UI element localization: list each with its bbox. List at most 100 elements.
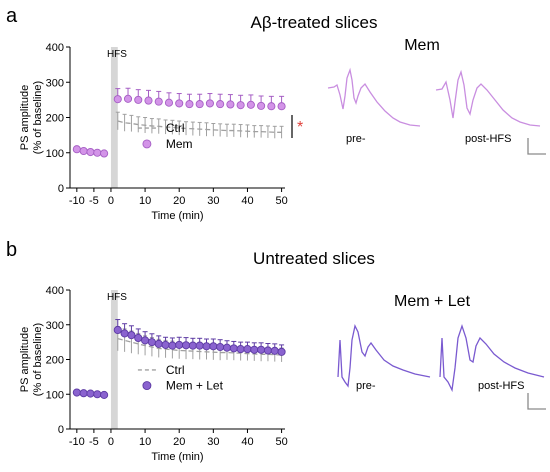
y-tick-label: 0 bbox=[58, 183, 64, 195]
trace-label-pre-a: pre- bbox=[346, 133, 366, 145]
treat-point bbox=[277, 102, 286, 111]
y-tick-label: 100 bbox=[46, 148, 64, 160]
y-axis-label: PS amplitude(% of baseline) bbox=[19, 323, 44, 396]
treat-point bbox=[147, 338, 156, 347]
treat-point bbox=[161, 340, 170, 349]
y-tick-label: 300 bbox=[46, 77, 64, 89]
trace-label-post-b: post-HFS bbox=[478, 380, 524, 392]
ctrl-series-line bbox=[117, 120, 282, 133]
scale-bar-b bbox=[527, 393, 546, 410]
treat-point bbox=[267, 102, 276, 111]
treat-point bbox=[257, 345, 266, 354]
treat-point bbox=[144, 96, 153, 105]
trace-pre-a bbox=[327, 67, 421, 127]
treat-point bbox=[209, 342, 218, 351]
treat-point bbox=[100, 149, 109, 158]
treat-point bbox=[168, 341, 177, 350]
treat-point bbox=[86, 147, 95, 157]
treat-point bbox=[202, 342, 211, 351]
treat-point bbox=[113, 325, 122, 335]
treat-point bbox=[257, 101, 266, 110]
ctrl-series-line bbox=[117, 338, 282, 356]
hfs-band bbox=[110, 290, 118, 429]
legend-treat-swatch bbox=[142, 381, 152, 391]
y-tick-label: 0 bbox=[58, 424, 64, 436]
trace-post-b bbox=[439, 323, 545, 393]
treat-point bbox=[226, 100, 235, 109]
significance-star: * bbox=[297, 119, 303, 136]
treat-point bbox=[86, 389, 95, 398]
treat-point bbox=[216, 100, 225, 109]
x-axis-label: Time (min) bbox=[151, 451, 203, 463]
treat-point bbox=[205, 99, 214, 108]
panel-title-b: Untreated slices bbox=[253, 249, 375, 268]
x-tick-label: 10 bbox=[139, 195, 151, 207]
treat-point bbox=[79, 389, 88, 398]
treat-point bbox=[188, 341, 197, 350]
treat-point bbox=[72, 388, 81, 397]
x-tick-label: 10 bbox=[139, 436, 151, 448]
treat-point bbox=[222, 343, 232, 352]
treat-point bbox=[134, 333, 143, 343]
treat-point bbox=[277, 347, 286, 356]
x-tick-label: 40 bbox=[241, 436, 253, 448]
treat-point bbox=[141, 336, 150, 345]
treat-point bbox=[123, 94, 133, 103]
x-tick-label: 50 bbox=[275, 195, 287, 207]
trace-post-a bbox=[435, 69, 541, 127]
treat-point bbox=[154, 97, 163, 106]
x-tick-label: 30 bbox=[207, 436, 219, 448]
treat-point bbox=[246, 100, 255, 109]
treat-point bbox=[263, 346, 272, 355]
treat-point bbox=[195, 100, 204, 109]
panel-label-a: a bbox=[6, 5, 18, 27]
trace-label-pre-b: pre- bbox=[356, 380, 376, 392]
y-tick-label: 300 bbox=[46, 320, 64, 332]
treat-point bbox=[127, 331, 136, 340]
treat-point bbox=[250, 345, 259, 354]
treat-point bbox=[243, 345, 252, 354]
legend-treat-label: Mem + Let bbox=[166, 379, 224, 393]
hfs-label: HFS bbox=[107, 49, 127, 60]
chart-a: HFS 0 100 200 300 400 -10 -5 0 10 20 30 40 50 Time (mi… bbox=[19, 42, 288, 222]
y-tick-label: 200 bbox=[46, 355, 64, 367]
trace-title-a: Mem bbox=[404, 37, 440, 54]
x-axis-label: Time (min) bbox=[151, 210, 203, 222]
y-tick-label: 400 bbox=[46, 285, 64, 297]
x-tick-label: 40 bbox=[241, 195, 253, 207]
trace-label-post-a: post-HFS bbox=[465, 133, 511, 145]
treat-point bbox=[113, 95, 122, 104]
x-tick-label: -10 bbox=[69, 195, 85, 207]
legend-ctrl-label: Ctrl bbox=[166, 363, 185, 377]
treat-point bbox=[79, 146, 88, 156]
treat-point bbox=[236, 345, 245, 354]
y-axis-label: PS amplitude(% of baseline) bbox=[19, 81, 44, 154]
treat-point bbox=[134, 95, 143, 104]
y-tick-label: 400 bbox=[46, 42, 64, 54]
x-tick-label: -5 bbox=[89, 436, 99, 448]
legend-treat-label: Mem bbox=[166, 137, 193, 151]
legend-ctrl-label: Ctrl bbox=[166, 121, 185, 135]
treat-point bbox=[72, 145, 81, 154]
legend-treat-swatch bbox=[142, 139, 152, 149]
treat-point bbox=[93, 148, 102, 157]
treat-point bbox=[236, 101, 245, 110]
y-tick-label: 100 bbox=[46, 389, 64, 401]
treat-point bbox=[164, 98, 174, 107]
trace-title-b: Mem + Let bbox=[394, 293, 471, 310]
x-tick-label: 30 bbox=[207, 195, 219, 207]
y-tick-label: 200 bbox=[46, 113, 64, 125]
x-tick-label: 0 bbox=[108, 195, 114, 207]
x-tick-label: 50 bbox=[275, 436, 287, 448]
panel-title-a: Aβ-treated slices bbox=[251, 13, 378, 32]
x-tick-label: 20 bbox=[173, 436, 185, 448]
treat-point bbox=[195, 341, 204, 350]
trace-pre-b bbox=[337, 324, 431, 388]
x-tick-label: 0 bbox=[108, 436, 114, 448]
treat-point bbox=[185, 100, 194, 109]
treat-point bbox=[270, 346, 279, 355]
treat-point bbox=[229, 344, 238, 353]
treat-point bbox=[93, 390, 102, 399]
x-tick-label: -5 bbox=[89, 195, 99, 207]
